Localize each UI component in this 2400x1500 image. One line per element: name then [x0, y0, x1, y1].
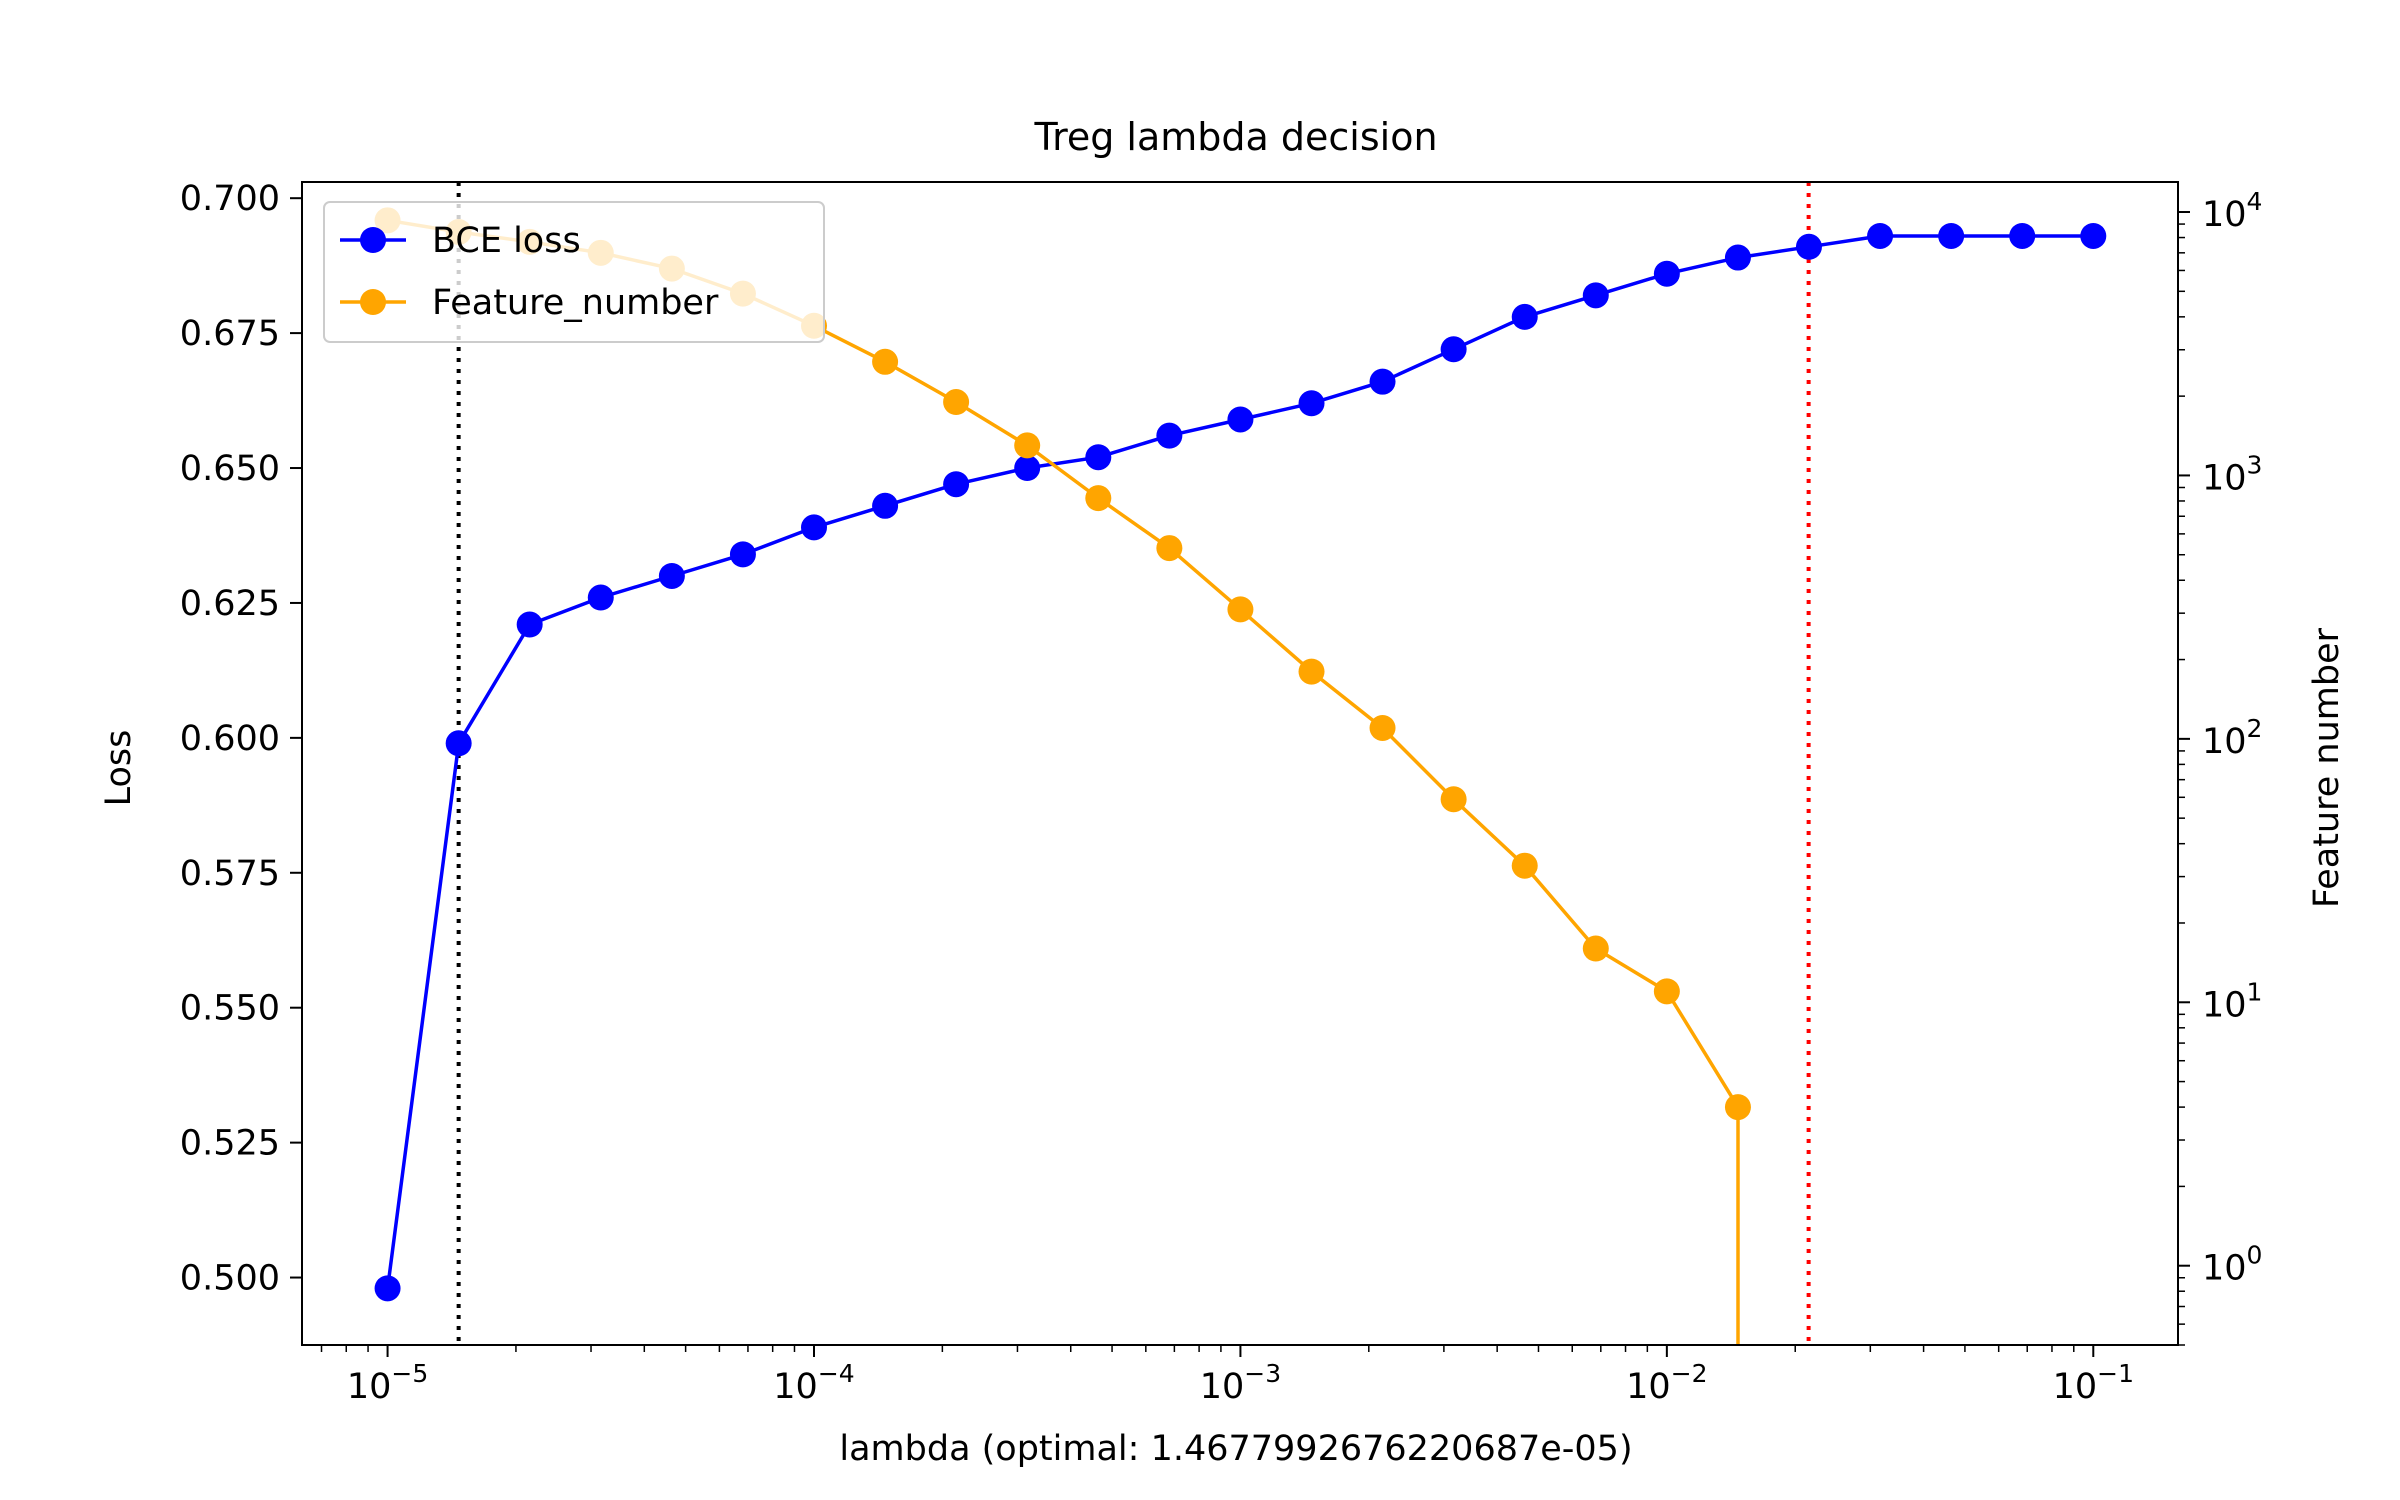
data-point — [587, 584, 614, 611]
series-line — [385, 234, 2094, 1289]
series-line — [387, 218, 1740, 1345]
data-point — [1653, 260, 1680, 287]
legend-label: BCE loss — [432, 221, 581, 261]
y-axis-right: 100 101 102 103 104 — [2178, 187, 2262, 1346]
data-point — [1938, 222, 1965, 249]
data-point — [1156, 422, 1183, 449]
chart-title: Treg lambda decision — [1033, 115, 1437, 159]
data-point — [1227, 596, 1254, 623]
x-tick-label: 10−5 — [347, 1359, 428, 1407]
plot-frame — [301, 181, 2179, 1346]
reference-lines — [456, 182, 1811, 1345]
data-point — [445, 730, 472, 757]
data-point — [1440, 786, 1467, 813]
data-point — [2009, 222, 2036, 249]
data-point — [1511, 852, 1538, 879]
series-layer — [374, 207, 2107, 1345]
legend-marker — [360, 227, 386, 253]
data-point — [2080, 222, 2107, 249]
y2-tick-label: 101 — [2202, 977, 2262, 1025]
y-tick-label: 0.550 — [180, 989, 280, 1029]
y2-tick-label: 103 — [2202, 450, 2262, 498]
data-point — [1653, 978, 1680, 1005]
data-point — [1298, 390, 1325, 417]
data-point — [1014, 455, 1041, 482]
legend-marker — [360, 289, 386, 315]
y-axis-left: 0.500 0.525 0.550 0.575 0.600 0.625 0.650 0.675… — [180, 179, 302, 1299]
x-axis-label: lambda (optimal: 1.4677992676220687e-05) — [839, 1429, 1632, 1469]
y-tick-label: 0.600 — [180, 719, 280, 759]
data-point — [1582, 282, 1609, 309]
data-point — [516, 611, 543, 638]
data-point — [1369, 368, 1396, 395]
data-point — [1795, 233, 1822, 260]
y2-tick-label: 104 — [2202, 187, 2262, 235]
data-point — [1724, 244, 1751, 271]
x-axis: 10−5 10−4 10−3 10−2 10−1 — [320, 1345, 2134, 1407]
x-tick-label: 10−4 — [773, 1359, 854, 1407]
data-point — [729, 541, 756, 568]
data-point — [943, 389, 970, 416]
y-tick-label: 0.525 — [180, 1124, 280, 1164]
x-tick-label: 10−3 — [1200, 1359, 1281, 1407]
data-point — [872, 348, 899, 375]
data-point — [1156, 535, 1183, 562]
data-point — [1298, 658, 1325, 685]
data-point — [872, 492, 899, 519]
series-1 — [374, 207, 1751, 1345]
y2-tick-label: 102 — [2202, 714, 2262, 762]
y-tick-label: 0.700 — [180, 179, 280, 219]
data-point — [1085, 444, 1112, 471]
data-point — [1369, 714, 1396, 741]
y-tick-label: 0.625 — [180, 584, 280, 624]
data-point — [658, 562, 685, 589]
y2-axis-label: Feature number — [2307, 627, 2347, 908]
y-tick-label: 0.500 — [180, 1259, 280, 1299]
legend-box — [323, 201, 825, 343]
data-point — [1724, 1094, 1751, 1121]
data-point — [1227, 406, 1254, 433]
data-point — [374, 1275, 401, 1302]
data-point — [943, 471, 970, 498]
y2-tick-label: 100 — [2202, 1241, 2262, 1289]
data-point — [1582, 935, 1609, 962]
legend-label: Feature_number — [432, 283, 719, 323]
x-tick-label: 10−2 — [1626, 1359, 1707, 1407]
y-tick-label: 0.575 — [180, 854, 280, 894]
y-tick-label: 0.675 — [180, 314, 280, 354]
data-point — [800, 514, 827, 541]
legend: BCE loss Feature_number — [323, 201, 825, 343]
y-tick-label: 0.650 — [180, 449, 280, 489]
data-point — [1440, 336, 1467, 363]
data-point — [1085, 485, 1112, 512]
x-tick-label: 10−1 — [2053, 1359, 2134, 1407]
data-point — [1867, 222, 1894, 249]
data-point — [1014, 432, 1041, 459]
data-point — [1511, 303, 1538, 330]
series-0 — [374, 222, 2107, 1302]
y-axis-label: Loss — [99, 730, 139, 807]
